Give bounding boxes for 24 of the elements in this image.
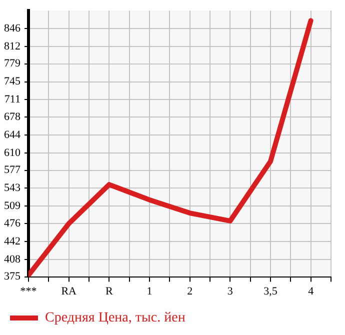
x-tick-label: 1 [146, 285, 152, 298]
y-tick-label: 408 [4, 253, 21, 266]
y-tick-label: 476 [4, 217, 21, 230]
x-tick-label: *** [20, 285, 37, 298]
y-tick-label: 610 [4, 146, 21, 159]
x-tick-label: 2 [187, 285, 193, 298]
x-tick-label: R [105, 285, 114, 298]
y-tick-label: 678 [4, 110, 21, 123]
y-tick-label: 745 [4, 76, 21, 88]
y-tick-label: 779 [4, 58, 21, 70]
y-tick-label: 375 [4, 270, 21, 283]
y-tick-label: 509 [4, 200, 21, 212]
y-tick-label: 442 [4, 235, 20, 248]
x-tick-label: 3,5 [264, 285, 278, 298]
y-tick-label: 846 [4, 22, 21, 34]
x-tick-label: RA [61, 285, 77, 298]
legend-label: Средняя Цена, тыс. йен [45, 310, 186, 326]
y-tick-label: 644 [4, 128, 21, 141]
y-tick-label: 812 [4, 40, 20, 52]
y-tick-label: 711 [4, 94, 20, 106]
y-tick-label: 543 [4, 182, 21, 194]
x-tick-label: 4 [308, 285, 314, 298]
y-tick-label: 577 [4, 164, 21, 176]
x-tick-label: 3 [227, 285, 234, 298]
